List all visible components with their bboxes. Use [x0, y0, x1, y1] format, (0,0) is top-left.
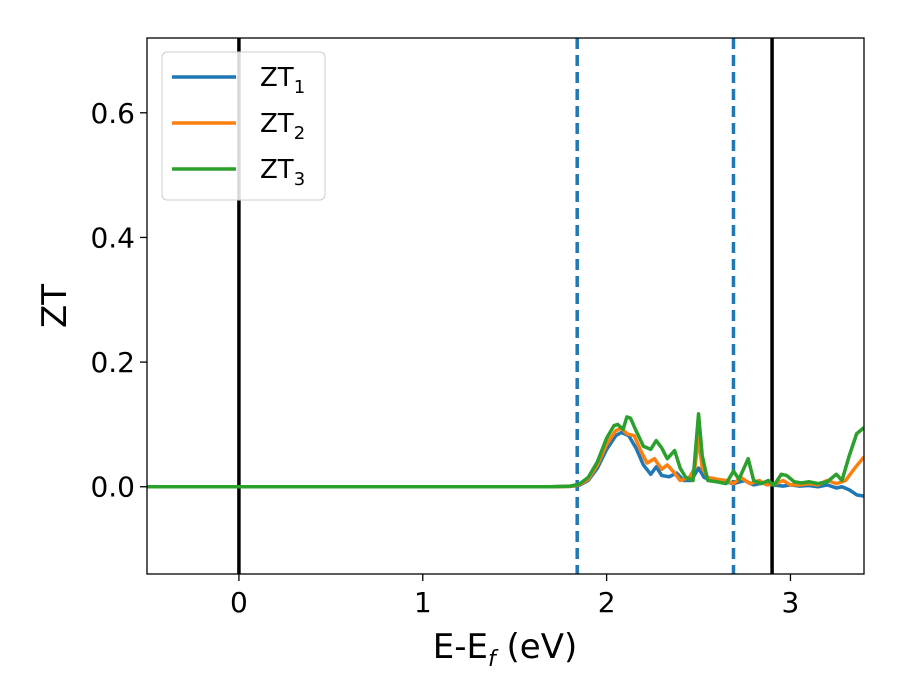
series-line-3 — [147, 412, 864, 489]
y-tick-label-0: 0.0 — [90, 471, 135, 504]
x-tick-label-0: 0 — [230, 586, 248, 619]
legend-box — [161, 51, 326, 201]
legend-label-3: ZT3 — [260, 155, 305, 190]
y-tick-label-1: 0.2 — [90, 346, 135, 379]
x-axis-label-base: E-E — [433, 627, 488, 667]
y-tick-label-3: 0.6 — [90, 97, 135, 130]
x-tick-label-2: 2 — [598, 586, 616, 619]
plot-frame — [146, 37, 865, 575]
series-layer — [147, 412, 864, 498]
x-tick-label-3: 3 — [782, 586, 800, 619]
legend: ZT1 ZT2 ZT3 — [161, 51, 326, 201]
axis-ticks: 0 1 2 3 0.0 0.2 0.4 0.6 — [90, 97, 799, 619]
y-axis-label: ZT — [35, 284, 75, 328]
series-line-1 — [147, 430, 864, 498]
x-axis-label-sub: f — [488, 647, 499, 672]
x-axis-label: E-Ef (eV) — [433, 627, 578, 672]
y-tick-label-2: 0.4 — [90, 221, 135, 254]
series-line-2 — [147, 426, 864, 489]
x-tick-label-1: 1 — [414, 586, 432, 619]
legend-label-1: ZT1 — [260, 63, 305, 98]
legend-label-2: ZT2 — [260, 109, 305, 144]
x-axis-label-unit: (eV) — [496, 627, 578, 667]
